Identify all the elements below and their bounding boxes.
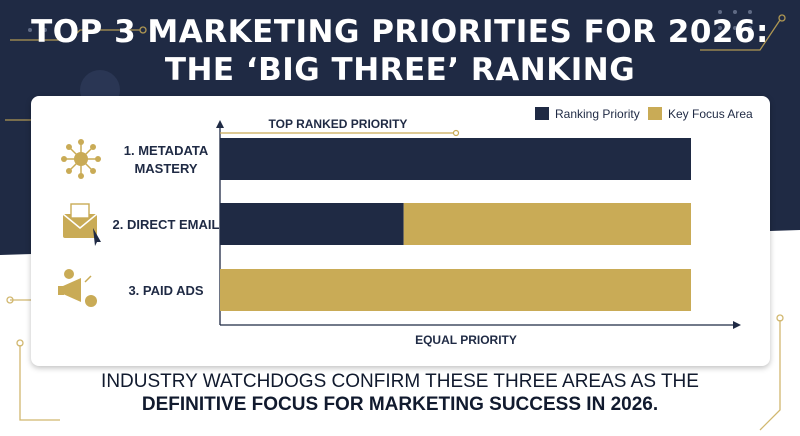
megaphone-icon	[58, 269, 97, 307]
bar-1-ranking-priority	[220, 138, 691, 180]
footer-line-2: DEFINITIVE FOCUS FOR MARKETING SUCCESS I…	[141, 394, 659, 415]
category-label-3-line-1: 3. PAID ADS	[128, 283, 203, 298]
page-subtitle: THE ‘BIG THREE’ RANKING	[164, 52, 636, 88]
chart-card: TOP RANKED PRIORITY EQUAL PRIORITY Ranking…	[31, 96, 770, 366]
legend-label-2: Key Focus Area	[668, 107, 753, 121]
category-label-1-line-1: 1. METADATA	[124, 143, 209, 158]
email-envelope-icon	[62, 203, 101, 246]
y-axis-arrow	[216, 120, 224, 128]
priority-bar-chart: TOP RANKED PRIORITY EQUAL PRIORITY Ranking…	[58, 107, 753, 347]
bar-2-key-focus-area	[403, 203, 691, 245]
top-axis-label: TOP RANKED PRIORITY	[269, 117, 408, 131]
top-label-dot	[452, 129, 460, 137]
legend-label-1: Ranking Priority	[555, 107, 640, 121]
category-label-1-line-2: MASTERY	[134, 161, 197, 176]
category-label-2-line-1: 2. DIRECT EMAIL	[113, 217, 220, 232]
network-gear-icon	[61, 139, 101, 179]
page-title: TOP 3 MARKETING PRIORITIES FOR 2026:	[31, 14, 769, 50]
x-axis-label: EQUAL PRIORITY	[415, 333, 517, 347]
bar-2-ranking-priority	[220, 203, 404, 245]
legend-swatch-1	[535, 107, 549, 120]
footer-line-1: INDUSTRY WATCHDOGS CONFIRM THESE THREE A…	[101, 371, 699, 392]
x-axis-arrow	[733, 321, 741, 329]
bar-3-key-focus-area	[220, 269, 691, 311]
legend-swatch-2	[648, 107, 662, 120]
